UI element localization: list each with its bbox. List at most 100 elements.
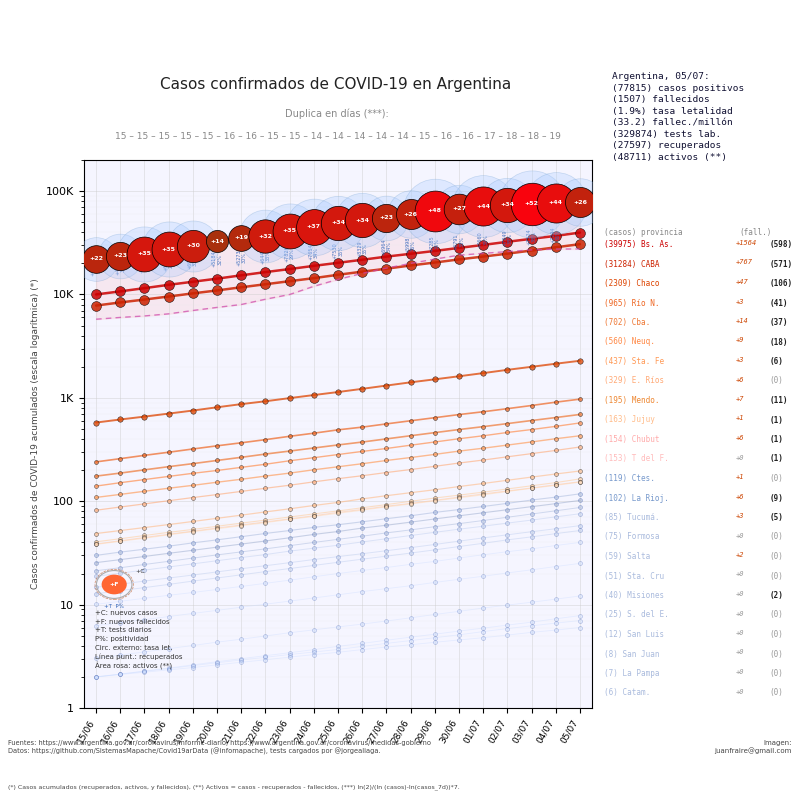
Text: +34: +34 (331, 220, 345, 226)
Point (550, 624, 562, 637)
Point (501, 618, 514, 631)
Point (235, 517, 248, 530)
Point (404, 414, 417, 427)
Point (453, 605, 466, 618)
Text: +F: nuevos fallecidos: +F: nuevos fallecidos (95, 618, 170, 625)
Text: (41): (41) (770, 298, 788, 307)
Point (235, 633, 248, 646)
Text: P%: positividad: P%: positividad (95, 636, 149, 642)
Text: +7530
35%: +7530 35% (333, 242, 343, 258)
Point (574, 393, 586, 406)
Point (90, 652, 102, 665)
Point (550, 612, 562, 625)
Point (331, 386, 344, 398)
Point (114, 466, 126, 479)
Point (210, 549, 223, 562)
Point (283, 626, 296, 639)
Point (162, 526, 175, 538)
Point (235, 551, 248, 564)
Point (356, 503, 369, 516)
Point (380, 532, 393, 545)
Point (428, 245, 441, 258)
Point (428, 373, 441, 386)
Point (162, 555, 175, 568)
Y-axis label: Casos confirmados de COVID-19 acumulados (escala logarítmica) (*): Casos confirmados de COVID-19 acumulados… (31, 278, 41, 590)
Point (574, 557, 586, 570)
Point (525, 482, 538, 494)
Point (138, 282, 151, 294)
Point (477, 514, 490, 527)
Text: Fuentes: https://www.argentina.gov.ar/coronavirus/informe-diario, https://www.ar: Fuentes: https://www.argentina.gov.ar/co… (8, 740, 431, 755)
Point (186, 552, 199, 565)
Point (114, 649, 126, 662)
Point (186, 661, 199, 674)
Point (550, 432, 562, 445)
Point (235, 562, 248, 575)
Point (283, 225, 296, 238)
Point (380, 501, 393, 514)
Point (356, 254, 369, 266)
Point (283, 502, 296, 515)
Point (356, 445, 369, 458)
Point (574, 475, 586, 488)
Point (404, 638, 417, 651)
Point (501, 417, 514, 430)
Point (356, 530, 369, 542)
Point (574, 473, 586, 486)
Point (186, 458, 199, 470)
Text: (0): (0) (770, 571, 783, 581)
Point (186, 525, 199, 538)
Point (574, 196, 586, 209)
Point (138, 247, 151, 260)
Text: +37: +37 (307, 224, 321, 230)
Point (501, 363, 514, 376)
Point (501, 235, 514, 248)
Point (162, 642, 175, 655)
Text: +T: tests diarios: +T: tests diarios (95, 627, 151, 634)
Point (453, 370, 466, 382)
Point (138, 558, 151, 571)
Text: (fall.): (fall.) (739, 228, 772, 237)
Point (525, 479, 538, 492)
Text: 15 – 15 – 15 – 15 – 15 – 16 – 16 – 15 – 15 – 14 – 14 – 14 – 14 – 14 – 15 – 16 – : 15 – 15 – 15 – 15 – 15 – 16 – 16 – 15 – … (115, 132, 561, 141)
Point (404, 579, 417, 592)
Text: +7660
35%: +7660 35% (478, 231, 488, 248)
Point (501, 450, 514, 463)
Point (90, 619, 102, 632)
Point (356, 470, 369, 482)
Point (380, 512, 393, 525)
Point (550, 478, 562, 491)
Point (259, 654, 272, 666)
Point (186, 639, 199, 652)
Text: +1: +1 (736, 415, 744, 422)
Point (162, 578, 175, 591)
Text: +35: +35 (138, 251, 151, 256)
Point (501, 198, 514, 211)
Point (428, 426, 441, 439)
Point (114, 584, 126, 597)
Point (550, 411, 562, 424)
Point (428, 576, 441, 589)
Point (574, 507, 586, 520)
Point (90, 455, 102, 468)
Point (501, 566, 514, 579)
Text: +3: +3 (736, 298, 744, 305)
Point (404, 463, 417, 476)
Point (453, 491, 466, 504)
Point (550, 444, 562, 457)
Point (428, 411, 441, 424)
Point (550, 522, 562, 535)
Point (162, 662, 175, 675)
Text: (0): (0) (770, 630, 783, 639)
Point (380, 442, 393, 455)
Point (550, 230, 562, 242)
Point (90, 670, 102, 683)
Point (138, 564, 151, 577)
Point (453, 534, 466, 547)
Point (331, 643, 344, 656)
Text: (7) La Pampa: (7) La Pampa (604, 669, 659, 678)
Point (356, 564, 369, 577)
Point (477, 442, 490, 454)
Point (404, 451, 417, 464)
Point (210, 512, 223, 525)
